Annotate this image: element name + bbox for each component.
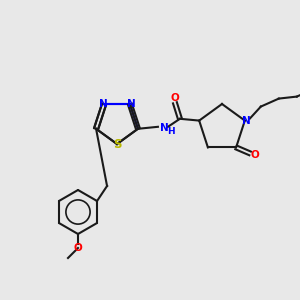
Text: N: N xyxy=(242,116,251,126)
Text: N: N xyxy=(127,99,135,109)
Text: N: N xyxy=(160,123,169,133)
Text: N: N xyxy=(99,99,107,109)
Text: S: S xyxy=(113,139,121,152)
Text: H: H xyxy=(167,127,175,136)
Text: O: O xyxy=(74,243,82,253)
Text: O: O xyxy=(170,93,179,103)
Text: O: O xyxy=(251,150,260,161)
